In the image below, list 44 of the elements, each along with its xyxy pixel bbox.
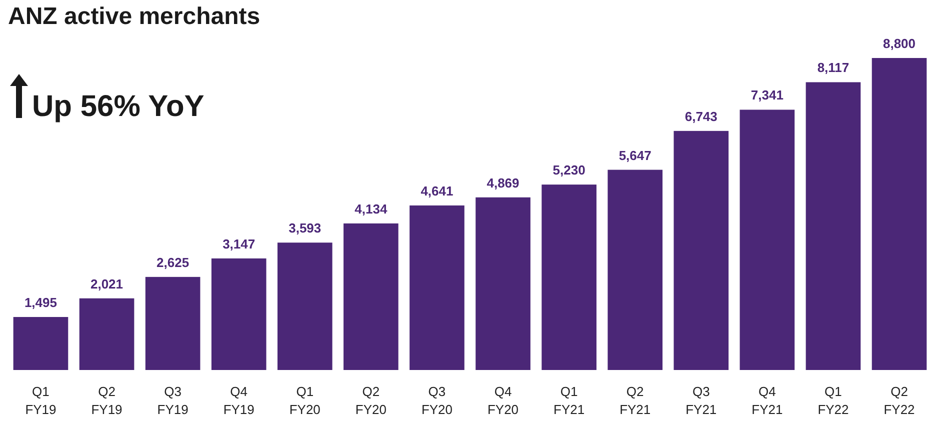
bar bbox=[806, 82, 861, 370]
annotation: Up 56% YoY bbox=[32, 90, 204, 123]
x-tick-label: Q2 FY21 bbox=[620, 384, 651, 417]
bar bbox=[872, 58, 927, 370]
chart-title: ANZ active merchants bbox=[8, 3, 260, 30]
data-label: 7,341 bbox=[750, 88, 784, 103]
data-label: 2,625 bbox=[156, 254, 190, 270]
bar bbox=[79, 298, 134, 370]
x-tick-label: Q3 FY19 bbox=[157, 384, 188, 417]
data-label: 8,117 bbox=[817, 60, 850, 76]
data-label: 8,800 bbox=[883, 36, 916, 51]
bar bbox=[674, 130, 729, 370]
bar bbox=[145, 276, 200, 370]
data-label: 4,134 bbox=[354, 201, 388, 216]
x-tick-label: Q2 FY19 bbox=[91, 384, 122, 417]
data-label: 1,495 bbox=[24, 294, 57, 310]
x-tick-label: Q4 FY21 bbox=[752, 384, 783, 417]
data-label: 3,593 bbox=[288, 220, 322, 236]
x-tick-label: Q4 FY20 bbox=[487, 384, 519, 417]
x-tick-label: Q2 FY20 bbox=[355, 384, 386, 417]
data-label: 2,021 bbox=[90, 276, 124, 292]
bar bbox=[608, 170, 663, 370]
x-tick-label: Q1 FY22 bbox=[818, 384, 849, 417]
bar bbox=[542, 184, 596, 370]
data-label: 5,647 bbox=[618, 148, 652, 163]
data-label: 4,641 bbox=[420, 183, 454, 198]
bar bbox=[740, 110, 795, 370]
data-label: 3,147 bbox=[222, 236, 256, 252]
bar bbox=[13, 316, 68, 370]
x-tick-label: Q3 FY21 bbox=[686, 384, 717, 417]
x-tick-label: Q1 FY19 bbox=[25, 384, 56, 417]
bar bbox=[476, 197, 530, 370]
data-label: 4,869 bbox=[486, 175, 520, 190]
bar bbox=[211, 258, 266, 370]
bar bbox=[277, 242, 332, 370]
bar bbox=[410, 205, 464, 370]
data-label: 5,230 bbox=[552, 162, 586, 178]
x-tick-label: Q3 FY20 bbox=[421, 384, 453, 417]
data-label: 6,743 bbox=[684, 108, 718, 124]
x-tick-label: Q2 FY22 bbox=[884, 384, 915, 417]
x-tick-label: Q1 FY20 bbox=[289, 384, 320, 417]
x-tick-label: Q4 FY19 bbox=[223, 384, 254, 417]
bar bbox=[344, 223, 398, 370]
x-tick-label: Q1 FY21 bbox=[554, 384, 585, 417]
